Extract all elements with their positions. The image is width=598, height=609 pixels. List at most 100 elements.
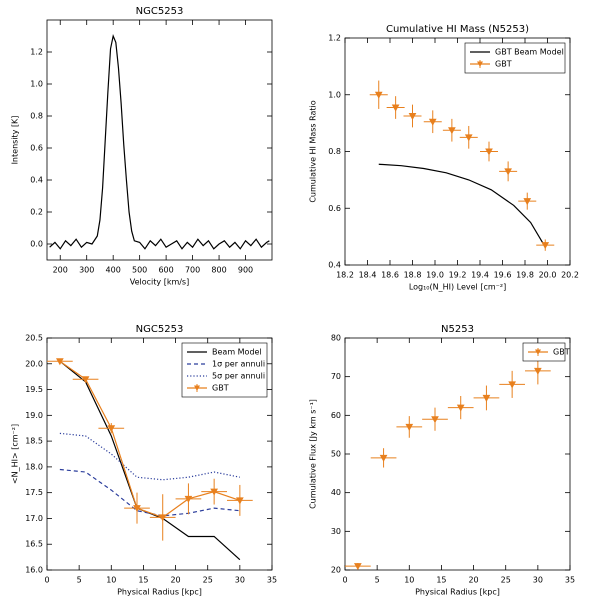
x-tick-label: 800 [211, 266, 226, 275]
subplot: N5253 Physical Radius [kpc] Cumulative Flu… [309, 324, 576, 597]
marker [508, 381, 516, 389]
marker [354, 563, 362, 571]
marker [482, 394, 491, 402]
x-tick-label: 25 [501, 576, 511, 585]
y-tick-label: 0.8 [30, 112, 43, 121]
marker [81, 376, 90, 384]
y-tick-label: 70 [331, 372, 341, 381]
marker [534, 367, 542, 375]
subplot-title: N5253 [441, 324, 474, 335]
y-axis-label: Cumulative Flux [Jy km s⁻¹] [309, 399, 318, 509]
legend-label: 5σ per annuli [212, 372, 265, 381]
series-line [59, 432, 240, 481]
x-tick-label: 18.2 [336, 271, 354, 280]
subplot: NGC5253 Velocity [km/s] Intensity [K] 200 30… [11, 6, 273, 287]
y-tick-label: 0.6 [30, 144, 43, 153]
x-tick-label: 18.4 [359, 271, 377, 280]
x-axis-label: Physical Radius [kpc] [415, 588, 500, 597]
marker [158, 514, 167, 522]
x-tick-label: 35 [565, 576, 575, 585]
marker [379, 454, 388, 462]
x-tick-label: 400 [106, 266, 121, 275]
y-tick-label: 20 [331, 566, 341, 575]
marker [523, 198, 532, 206]
y-tick-label: 0.6 [328, 204, 341, 213]
y-tick-label: 60 [331, 411, 341, 420]
x-tick-label: 10 [404, 576, 414, 585]
marker [428, 118, 437, 126]
marker [456, 404, 465, 412]
legend-label: GBT [553, 348, 570, 357]
x-tick-label: 19.6 [494, 271, 512, 280]
marker [374, 91, 383, 99]
y-tick-label: 0.8 [328, 147, 341, 156]
x-tick-label: 700 [185, 266, 200, 275]
plot-frame [344, 337, 571, 571]
x-tick-label: 200 [53, 266, 68, 275]
subplot-title: NGC5253 [136, 6, 184, 17]
marker [504, 168, 512, 176]
legend-box [464, 42, 566, 74]
x-tick-label: 300 [79, 266, 94, 275]
x-tick-label: 25 [203, 576, 213, 585]
x-tick-label: 19.4 [471, 271, 489, 280]
y-tick-label: 17.5 [25, 488, 43, 497]
marker [107, 425, 116, 433]
marker [210, 488, 218, 496]
marker [405, 423, 414, 431]
legend-label: GBT [495, 60, 512, 69]
y-tick-label: 17.0 [25, 514, 43, 523]
x-tick-label: 18.8 [404, 271, 422, 280]
subplot-title: Cumulative HI Mass (N5253) [386, 24, 529, 35]
x-tick-label: 20 [468, 576, 478, 585]
marker [431, 416, 439, 424]
x-tick-label: 19.0 [426, 271, 444, 280]
x-tick-label: 30 [235, 576, 245, 585]
marker [408, 113, 417, 121]
x-tick-label: 0 [44, 576, 49, 585]
y-tick-label: 16.5 [25, 540, 43, 549]
x-tick-label: 35 [267, 576, 277, 585]
subplot-title: NGC5253 [136, 324, 184, 335]
plot-frame [46, 337, 273, 571]
y-tick-label: 30 [331, 527, 341, 536]
x-tick-label: 19.8 [516, 271, 534, 280]
y-tick-label: 40 [331, 488, 341, 497]
y-tick-label: 19.0 [25, 411, 43, 420]
subplot: NGC5253 Physical Radius [kpc] <N_HI> [cm⁻²… [11, 324, 278, 597]
y-tick-label: 18.5 [25, 437, 43, 446]
y-tick-label: 0.2 [30, 208, 43, 217]
y-axis-label: Cumulative HI Mass Ratio [309, 100, 318, 202]
y-tick-label: 0.4 [30, 176, 43, 185]
x-tick-label: 20 [170, 576, 180, 585]
y-tick-label: 80 [331, 334, 341, 343]
y-tick-label: 1.0 [328, 90, 341, 99]
y-axis-label: Intensity [K] [11, 116, 20, 165]
x-axis-label: Log₁₀(N_HI) Level [cm⁻²] [409, 283, 506, 292]
marker [485, 148, 493, 156]
x-tick-label: 5 [375, 576, 380, 585]
x-tick-label: 5 [77, 576, 82, 585]
y-tick-label: 20.0 [25, 359, 43, 368]
x-tick-label: 500 [132, 266, 147, 275]
legend-marker [477, 61, 483, 67]
x-tick-label: 10 [106, 576, 116, 585]
x-tick-label: 19.2 [449, 271, 467, 280]
x-tick-label: 18.6 [381, 271, 399, 280]
x-tick-label: 0 [342, 576, 347, 585]
legend-label: Beam Model [212, 348, 262, 357]
y-tick-label: 1.2 [328, 34, 341, 43]
subplot: Cumulative HI Mass (N5253) Log₁₀(N_HI) Le… [309, 24, 579, 292]
y-tick-label: 50 [331, 450, 341, 459]
marker [464, 134, 473, 142]
marker [391, 104, 400, 112]
series-line [49, 33, 270, 250]
y-tick-label: 0.4 [328, 261, 341, 270]
y-tick-label: 19.5 [25, 385, 43, 394]
series-line [59, 468, 240, 517]
marker [133, 505, 141, 513]
marker [541, 242, 550, 250]
y-tick-label: 18.0 [25, 462, 43, 471]
series-line [378, 163, 545, 246]
